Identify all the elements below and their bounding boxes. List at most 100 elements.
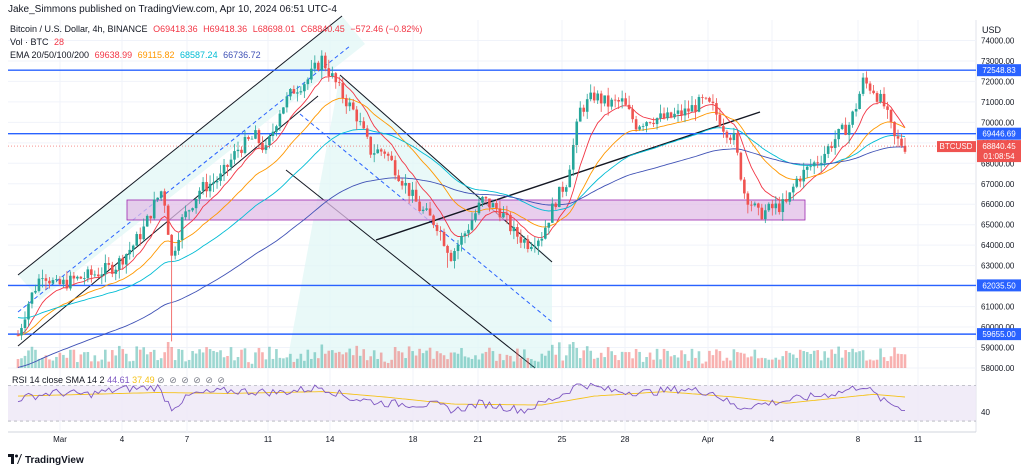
candle-body [341, 82, 345, 99]
candle-body [694, 105, 697, 112]
rising-channel-upper[interactable] [17, 15, 343, 276]
volume-bar [509, 355, 512, 368]
level-price-tag [977, 328, 1021, 341]
volume-bar [208, 349, 212, 368]
volume-bar [379, 352, 383, 368]
candle-body [264, 145, 268, 151]
candle-body [97, 274, 100, 277]
volume-bar [652, 359, 655, 368]
volume-bar [83, 352, 86, 368]
candle-body [537, 240, 540, 247]
volume-bar [145, 354, 149, 368]
volume-bar [142, 347, 146, 368]
ema-legend: EMA 20/50/100/200 69638.99 69115.82 6858… [10, 50, 264, 61]
candle-body [770, 203, 774, 209]
candle-body [261, 143, 264, 151]
volume-bar [421, 353, 425, 368]
volume-bar [585, 346, 589, 368]
y-tick-label: 64000.00 [981, 241, 1015, 250]
candle-body [879, 93, 882, 102]
candle-body [90, 269, 93, 275]
candle-body [704, 97, 708, 99]
volume-bar [79, 354, 83, 368]
volume-bar [631, 358, 634, 368]
candle-body [30, 292, 34, 304]
tradingview-logo[interactable]: TradingView [8, 454, 84, 466]
volume-bar [268, 346, 271, 368]
volume-bar [512, 361, 516, 368]
volume-bar [893, 347, 896, 368]
volume-bar [523, 349, 526, 368]
candle-body [774, 203, 778, 209]
volume-bar [69, 349, 72, 368]
candle-body [20, 327, 23, 336]
candle-body [868, 83, 872, 91]
volume-bar [51, 360, 55, 368]
rsi-options-icons[interactable]: ⊘ ⊘ ⊘ ⊘ ⊘ ⊘ [157, 375, 226, 385]
candle-body [809, 166, 813, 168]
rising-channel-mid[interactable] [17, 45, 351, 313]
candle-body [557, 186, 561, 208]
candle-body [65, 279, 69, 289]
volume-bar [641, 361, 645, 368]
candle-body [509, 214, 512, 232]
candle-body [425, 208, 428, 210]
symbol-name[interactable]: Bitcoin / U.S. Dollar, 4h, BINANCE [10, 24, 148, 34]
volume-bar [610, 351, 613, 368]
volume-bar [198, 349, 201, 368]
volume-bar [341, 354, 345, 368]
volume-bar [498, 353, 502, 368]
volume-bar [320, 344, 324, 368]
volume-bar [303, 360, 306, 368]
candle-body [750, 204, 753, 206]
candle-body [386, 153, 390, 156]
candle-body [23, 319, 27, 328]
candle-body [858, 93, 861, 109]
candle-body [229, 159, 233, 168]
candle-body [114, 269, 118, 274]
y-tick-label: 68000.00 [981, 159, 1015, 168]
volume-bar [816, 350, 819, 368]
candle-body [393, 160, 397, 176]
rising-channel[interactable] [18, 16, 365, 300]
candle-body [652, 122, 655, 125]
volume-bar [418, 348, 421, 368]
candle-body [41, 278, 44, 280]
volume-bar [439, 353, 442, 368]
currency-label[interactable]: USD [982, 25, 1002, 35]
volume-bar [676, 357, 680, 368]
y-tick-label: 65000.00 [981, 221, 1015, 230]
volume-bar [173, 360, 177, 368]
candle-body [530, 246, 533, 249]
candle-body [76, 276, 79, 279]
candle-body [442, 231, 446, 246]
candle-body [215, 180, 219, 183]
candle-body [624, 98, 627, 105]
candle-body [568, 169, 572, 188]
falling-channel[interactable] [286, 75, 552, 368]
volume-bar [299, 353, 303, 368]
ema-label[interactable]: EMA 20/50/100/200 [10, 50, 90, 60]
volume-label[interactable]: Vol · BTC [10, 37, 49, 47]
ema20-value: 69638.99 [94, 50, 133, 60]
volume-bar [872, 360, 875, 368]
rsi-line [17, 382, 905, 415]
ohlc-low: L68698.01 [252, 24, 296, 34]
x-tick-label: Apr [702, 435, 715, 444]
volume-bar [770, 359, 774, 368]
volume-bar [613, 355, 617, 368]
candle-body [896, 136, 900, 139]
volume-bar [184, 361, 187, 368]
volume-bar [718, 351, 722, 368]
candle-body [798, 178, 802, 182]
candle-body [488, 198, 491, 208]
volume-bar [809, 353, 813, 368]
volume-bar [477, 359, 481, 368]
candle-body [337, 82, 341, 84]
volume-bar [65, 357, 69, 368]
candle-body [638, 126, 641, 130]
candle-body [764, 210, 767, 220]
rsi-label[interactable]: RSI 14 close SMA 14 2 [12, 375, 105, 385]
volume-bar [236, 357, 240, 368]
